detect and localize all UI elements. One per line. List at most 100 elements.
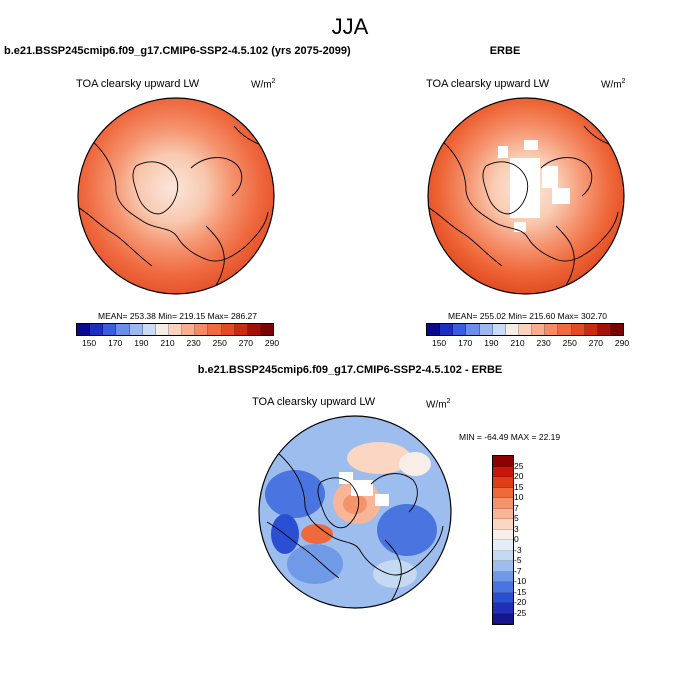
colorbar-swatch [247,324,261,335]
colorbar-swatch [142,324,156,335]
diff-polar-map [258,415,452,609]
colorbar-tick-label: 210 [160,338,175,348]
diff-colorbar-ticks: 25 20 15 10 7 5 3 0 -3 -5 -7 -10 -15 -20 -25 [514,455,544,623]
diff-field-patches [265,442,437,588]
colorbar-swatch [493,603,513,614]
obs-colorbar-ticks: 150 170 190 210 230 250 270 290 [426,338,629,350]
colorbar-tick-label: 230 [536,338,551,348]
colorbar-swatch [493,487,513,498]
colorbar-tick-label: 290 [614,338,630,348]
colorbar-swatch [545,324,559,335]
colorbar-tick-label: 150 [81,338,97,348]
colorbar-tick-label: 190 [134,338,149,348]
colorbar-tick-label: -15 [514,586,527,597]
colorbar-swatch [260,324,274,335]
colorbar-swatch [466,324,480,335]
colorbar-swatch [493,540,513,551]
colorbar-swatch [584,324,598,335]
colorbar-tick-label: 25 [514,460,524,471]
colorbar-tick-label: 5 [514,513,519,523]
colorbar-tick-label: 290 [264,338,280,348]
colorbar-tick-label: 15 [514,481,524,492]
colorbar-tick-label: 250 [212,338,227,348]
colorbar-swatch [610,324,624,335]
colorbar-tick-label: 3 [514,523,519,534]
diff-units-label: W/m2 [426,398,451,411]
obs-units-label: W/m2 [601,78,626,91]
colorbar-swatch [427,324,441,335]
diff-stats: MIN = -64.49 MAX = 22.19 [459,432,561,442]
colorbar-tick-label: -10 [514,576,527,586]
colorbar-tick-label: 170 [108,338,123,348]
colorbar-swatch [129,324,143,335]
colorbar-swatch [453,324,467,335]
colorbar-tick-label: 250 [562,338,577,348]
colorbar-swatch [493,529,513,540]
colorbar-swatch [493,550,513,561]
colorbar-swatch [492,324,506,335]
colorbar-tick-label: 230 [186,338,201,348]
colorbar-tick-label: -25 [514,607,527,618]
colorbar-swatch [90,324,104,335]
colorbar-tick-label: 150 [431,338,447,348]
colorbar-swatch [234,324,248,335]
colorbar-tick-label: 270 [588,338,603,348]
colorbar-swatch [493,498,513,509]
colorbar-tick-label: -3 [514,544,522,555]
obs-polar-map [427,97,625,295]
obs-missing-data [498,140,570,232]
colorbar-swatch [493,456,513,467]
colorbar-tick-label: 20 [514,471,524,481]
colorbar-swatch [208,324,222,335]
colorbar-swatch [493,613,513,624]
obs-stats: MEAN= 255.02 Min= 215.60 Max= 302.70 [448,311,608,321]
colorbar-swatch [518,324,533,335]
obs-title: ERBE [489,45,521,57]
colorbar-swatch [493,477,513,488]
colorbar-swatch [558,324,572,335]
obs-colorbar [426,323,624,336]
diff-colorbar [492,455,514,625]
colorbar-swatch [479,324,493,335]
colorbar-tick-label: -5 [514,555,522,565]
colorbar-swatch [571,324,585,335]
colorbar-swatch [155,324,169,335]
colorbar-tick-label: 190 [484,338,499,348]
model-stats: MEAN= 253.38 Min= 219.15 Max= 286.27 [98,311,258,321]
colorbar-swatch [493,582,513,593]
colorbar-swatch [182,324,196,335]
colorbar-swatch [532,324,546,335]
colorbar-tick-label: 170 [458,338,473,348]
colorbar-swatch [440,324,454,335]
diff-title: b.e21.BSSP245cmip6.f09_g17.CMIP6-SSP2-4.… [197,364,503,376]
colorbar-swatch [493,592,513,603]
colorbar-swatch [103,324,117,335]
figure-title: JJA [331,14,369,39]
colorbar-tick-label: 10 [514,492,524,502]
colorbar-swatch [168,324,183,335]
colorbar-tick-label: 7 [514,502,519,513]
obs-variable-label: TOA clearsky upward LW [426,78,550,90]
colorbar-swatch [221,324,235,335]
model-variable-label: TOA clearsky upward LW [76,78,200,90]
colorbar-swatch [597,324,611,335]
colorbar-tick-label: 210 [510,338,525,348]
model-colorbar-ticks: 150 170 190 210 230 250 270 290 [76,338,279,350]
colorbar-tick-label: 0 [514,534,519,544]
colorbar-swatch [493,519,513,530]
model-case-title: b.e21.BSSP245cmip6.f09_g17.CMIP6-SSP2-4.… [4,45,351,57]
colorbar-swatch [493,466,513,477]
model-colorbar [76,323,274,336]
model-polar-map [77,97,275,295]
colorbar-swatch [77,324,91,335]
colorbar-swatch [493,561,513,572]
colorbar-tick-label: -20 [514,597,527,607]
colorbar-swatch [116,324,130,335]
colorbar-swatch [493,571,513,582]
colorbar-swatch [505,324,519,335]
diff-variable-label: TOA clearsky upward LW [252,396,376,408]
colorbar-swatch [195,324,209,335]
diff-coastlines [266,451,444,607]
colorbar-tick-label: 270 [238,338,253,348]
model-units-label: W/m2 [251,78,276,91]
